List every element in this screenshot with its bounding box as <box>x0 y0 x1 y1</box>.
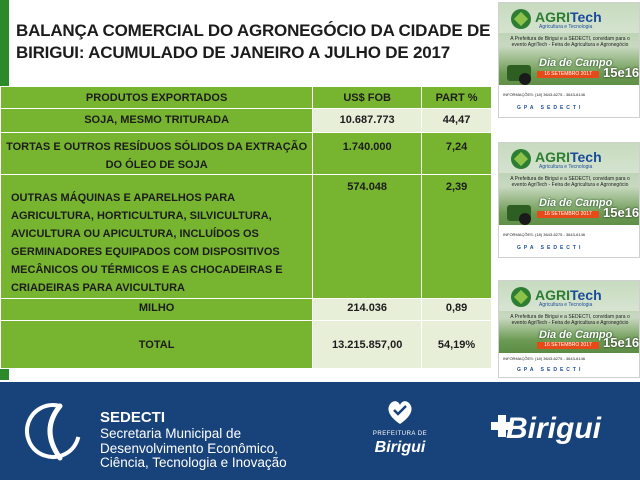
flyer-event: Dia de Campo <box>539 329 613 341</box>
table-row: MILHO 214.036 0,89 <box>0 298 492 321</box>
tractor-icon <box>507 205 531 225</box>
cell-produto: TORTAS E OUTROS RESÍDUOS SÓLIDOS DA EXTR… <box>0 132 314 175</box>
flyer-brand-b: Tech <box>570 287 602 303</box>
table-row: TORTAS E OUTROS RESÍDUOS SÓLIDOS DA EXTR… <box>0 132 492 175</box>
flyer-contact: INFORMAÇÕES: (18) 3643-6275 - 3643-6146 <box>503 92 586 97</box>
flyer-brand-b: Tech <box>570 149 602 165</box>
footer-bar: SEDECTI Secretaria Municipal de Desenvol… <box>0 382 640 480</box>
agritech-flyer: AGRITech Agricultura e Tecnologia A Pref… <box>498 2 640 118</box>
flyer-footer <box>499 225 639 257</box>
flyer-big-date: 15e16 <box>603 65 640 80</box>
flyer-tagline: Agricultura e Tecnologia <box>539 302 593 308</box>
sedecti-line1: Secretaria Municipal de <box>100 426 242 441</box>
cell-produto: MILHO <box>0 298 314 321</box>
export-table: PRODUTOS EXPORTADOS US$ FOB PART % SOJA,… <box>0 86 492 369</box>
header-part: PART % <box>421 86 492 109</box>
flyer-date-ribbon: 16 SETEMBRO 2017 <box>537 211 599 218</box>
page-title: BALANÇA COMERCIAL DO AGRONEGÓCIO DA CIDA… <box>16 21 491 62</box>
birigui-logo: Birigui <box>488 400 638 460</box>
flyer-footer <box>499 85 639 117</box>
cell-fob: 10.687.773 <box>312 108 423 133</box>
prefeitura-logo: PREFEITURA DE Birigui <box>358 396 442 468</box>
flyer-contact: INFORMAÇÕES: (18) 3643-6275 - 3643-6146 <box>503 356 586 361</box>
flyer-event: Dia de Campo <box>539 57 613 69</box>
flyer-tagline: Agricultura e Tecnologia <box>539 164 593 170</box>
flyer-info: A Prefeitura de Birigui e a SEDECTI, con… <box>510 314 630 326</box>
flyer-big-date: 15e16 <box>603 335 640 350</box>
flyer-brand-b: Tech <box>570 9 602 25</box>
header-produtos: PRODUTOS EXPORTADOS <box>0 86 314 109</box>
flyer-footer <box>499 353 639 377</box>
prefeitura-label: PREFEITURA DE <box>372 431 428 437</box>
cell-part: 7,24 <box>421 132 492 175</box>
cell-part: 44,47 <box>421 108 492 133</box>
leaf-icon <box>511 149 531 169</box>
cell-part: 2,39 <box>421 174 492 299</box>
cell-part: 0,89 <box>421 298 492 321</box>
plus-icon <box>491 415 513 437</box>
birigui-wordmark: Birigui <box>506 412 601 445</box>
leaf-icon <box>511 287 531 307</box>
sedecti-name: SEDECTI <box>100 409 166 426</box>
flyer-brand-a: AGRI <box>535 149 570 165</box>
sedecti-line2: Desenvolvimento Econômico, <box>100 440 278 456</box>
sedecti-description: Secretaria Municipal de Desenvolvimento … <box>100 426 330 471</box>
prefeitura-city: Birigui <box>374 439 426 456</box>
table-header-row: PRODUTOS EXPORTADOS US$ FOB PART % <box>0 86 492 109</box>
flyer-brand: AGRITech <box>535 9 602 25</box>
flyer-tagline: Agricultura e Tecnologia <box>539 24 593 30</box>
agritech-flyer: AGRITech Agricultura e Tecnologia A Pref… <box>498 142 640 258</box>
total-fob: 13.215.857,00 <box>312 320 423 369</box>
flyer-brand: AGRITech <box>535 149 602 165</box>
table-row: SOJA, MESMO TRITURADA 10.687.773 44,47 <box>0 108 492 133</box>
flyer-sponsors: GPA SEDECTI <box>517 245 584 251</box>
sedecti-logo-icon <box>25 403 81 461</box>
flyer-event: Dia de Campo <box>539 197 613 209</box>
flyer-big-date: 15e16 <box>603 205 640 220</box>
cell-produto: OUTRAS MÁQUINAS E APARELHOS PARA AGRICUL… <box>0 174 314 299</box>
tractor-icon <box>507 65 531 85</box>
flyer-brand-a: AGRI <box>535 287 570 303</box>
agritech-flyer: AGRITech Agricultura e Tecnologia A Pref… <box>498 280 640 378</box>
sedecti-line3: Ciência, Tecnologia e Inovação <box>100 455 287 470</box>
cell-fob: 214.036 <box>312 298 423 321</box>
flyer-brand: AGRITech <box>535 287 602 303</box>
heart-icon <box>388 401 412 424</box>
header-fob: US$ FOB <box>312 86 423 109</box>
table-row: OUTRAS MÁQUINAS E APARELHOS PARA AGRICUL… <box>0 174 492 299</box>
flyer-sponsors: GPA SEDECTI <box>517 105 584 111</box>
total-label: TOTAL <box>0 320 314 369</box>
flyer-contact: INFORMAÇÕES: (18) 3643-6275 - 3643-6146 <box>503 232 586 237</box>
table-total-row: TOTAL 13.215.857,00 54,19% <box>0 320 492 369</box>
cell-produto: SOJA, MESMO TRITURADA <box>0 108 314 133</box>
flyer-sponsors: GPA SEDECTI <box>517 367 584 373</box>
flyer-brand-a: AGRI <box>535 9 570 25</box>
flyer-date-ribbon: 16 SETEMBRO 2017 <box>537 71 599 78</box>
flyer-date-ribbon: 16 SETEMBRO 2017 <box>537 342 599 349</box>
flyer-info: A Prefeitura de Birigui e a SEDECTI, con… <box>510 36 630 48</box>
leaf-icon <box>511 9 531 29</box>
flyer-info: A Prefeitura de Birigui e a SEDECTI, con… <box>510 176 630 188</box>
cell-fob: 1.740.000 <box>312 132 423 175</box>
total-part: 54,19% <box>421 320 492 369</box>
cell-fob: 574.048 <box>312 174 423 299</box>
